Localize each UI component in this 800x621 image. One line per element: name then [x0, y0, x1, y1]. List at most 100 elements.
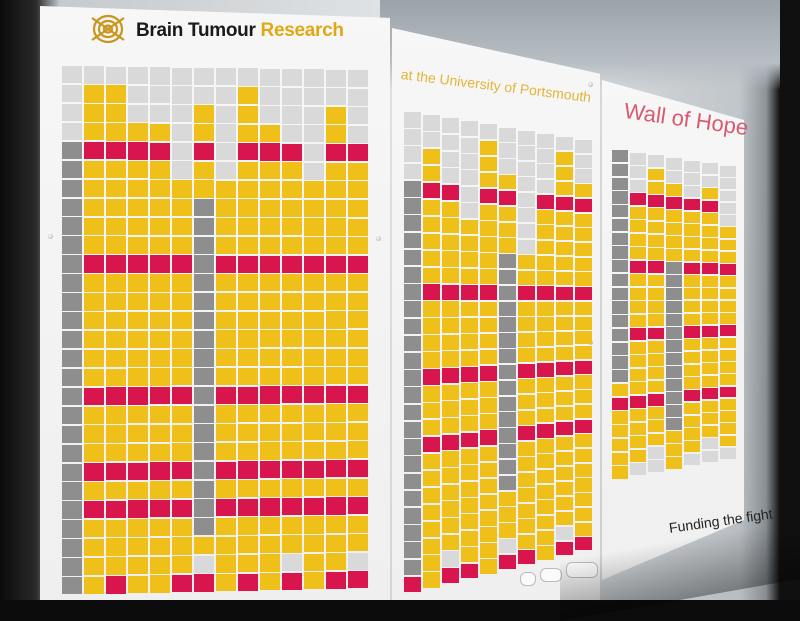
donor-tile: [128, 198, 148, 217]
donor-tile: [348, 367, 368, 385]
donor-tile: [106, 236, 126, 254]
donor-tile: [216, 161, 236, 180]
donor-tile: [128, 236, 148, 254]
donor-tile: [194, 555, 214, 573]
donor-tile: [326, 348, 346, 366]
donor-tile: [172, 462, 192, 480]
donor-tile: [260, 180, 280, 199]
donor-tile: [666, 366, 682, 378]
donor-tile: [612, 438, 628, 451]
donor-tile: [666, 431, 682, 443]
donor-tile: [238, 442, 258, 460]
donor-tile: [499, 444, 516, 459]
donor-tile: [106, 142, 126, 160]
donor-tile: [556, 256, 573, 271]
donor-tile: [423, 538, 440, 554]
donor-tile: [499, 428, 516, 443]
donor-tile: [499, 206, 516, 221]
donor-tile: [348, 404, 368, 422]
donor-tile: [556, 301, 573, 316]
donor-tile: [461, 547, 478, 563]
donor-tile: [442, 168, 459, 184]
donor-tile: [326, 69, 346, 87]
donor-tile: [150, 217, 170, 236]
donor-tile: [556, 331, 573, 346]
donor-tile: [461, 416, 478, 432]
donor-tile: [442, 534, 459, 550]
donor-tile: [304, 218, 324, 236]
donor-tile: [666, 249, 682, 261]
donor-tile: [128, 311, 148, 330]
donor-tile: [172, 199, 192, 217]
donor-tile: [282, 554, 302, 572]
donor-tile: [702, 300, 718, 312]
donor-tile: [326, 255, 346, 273]
donor-tile: [461, 367, 478, 382]
donor-tile: [282, 162, 302, 180]
donor-tile: [62, 444, 82, 462]
donor-tile: [216, 311, 236, 329]
donor-tile: [480, 237, 497, 252]
donor-tile: [684, 237, 700, 249]
donor-tile: [720, 362, 736, 373]
donor-tile: [518, 457, 535, 472]
donor-tile: [62, 558, 82, 576]
donor-tile: [172, 67, 192, 85]
donor-tile: [537, 225, 554, 240]
donor-tile: [556, 481, 573, 496]
donor-tile: [260, 517, 280, 535]
donor-tile: [423, 216, 440, 233]
donor-tile: [537, 347, 554, 362]
donor-tile: [537, 408, 554, 423]
donor-tile: [172, 161, 192, 179]
donor-tile: [684, 364, 700, 376]
donor-tile: [720, 325, 736, 336]
donor-tile: [216, 405, 236, 423]
donor-tile: [282, 498, 302, 516]
donor-tile: [684, 288, 700, 300]
donor-tile: [326, 125, 346, 143]
donor-tile: [684, 326, 700, 338]
donor-tile: [106, 349, 126, 368]
donor-tile: [326, 534, 346, 552]
donor-tile: [702, 350, 718, 362]
donor-tile: [172, 443, 192, 461]
donor-tile: [282, 87, 302, 105]
donor-tile: [518, 363, 535, 378]
donor-tile: [404, 542, 421, 559]
donor-tile: [499, 285, 516, 301]
donor-tile: [304, 386, 324, 404]
donor-tile: [720, 374, 736, 385]
donor-tile: [480, 285, 497, 301]
donor-tile: [326, 237, 346, 255]
donor-tile: [150, 575, 170, 593]
donor-tile: [304, 199, 324, 217]
donor-tile: [461, 514, 478, 530]
donor-tile: [684, 453, 700, 466]
donor-tile: [575, 449, 592, 463]
donor-tile: [260, 498, 280, 516]
donor-tile: [537, 530, 554, 545]
donor-tile: [720, 239, 736, 251]
donor-tile: [348, 348, 368, 366]
donor-tile: [150, 311, 170, 330]
donor-tile: [648, 380, 664, 393]
donor-tile: [62, 103, 82, 122]
donor-tile: [684, 313, 700, 325]
donor-tile: [648, 354, 664, 366]
donor-tile: [720, 227, 736, 238]
donor-tile: [106, 576, 126, 594]
donor-tile: [480, 494, 497, 510]
donor-tile: [461, 465, 478, 481]
donor-tile: [666, 275, 682, 287]
panel-screw: [376, 236, 381, 241]
donor-tile: [702, 363, 718, 375]
donor-tile: [150, 293, 170, 311]
donor-tile: [575, 257, 592, 271]
donor-tile: [499, 222, 516, 237]
donor-tile: [575, 243, 592, 257]
donor-tile: [537, 164, 554, 179]
donor-tile: [442, 118, 459, 134]
donor-tile: [172, 556, 192, 574]
donor-tile: [612, 425, 628, 438]
